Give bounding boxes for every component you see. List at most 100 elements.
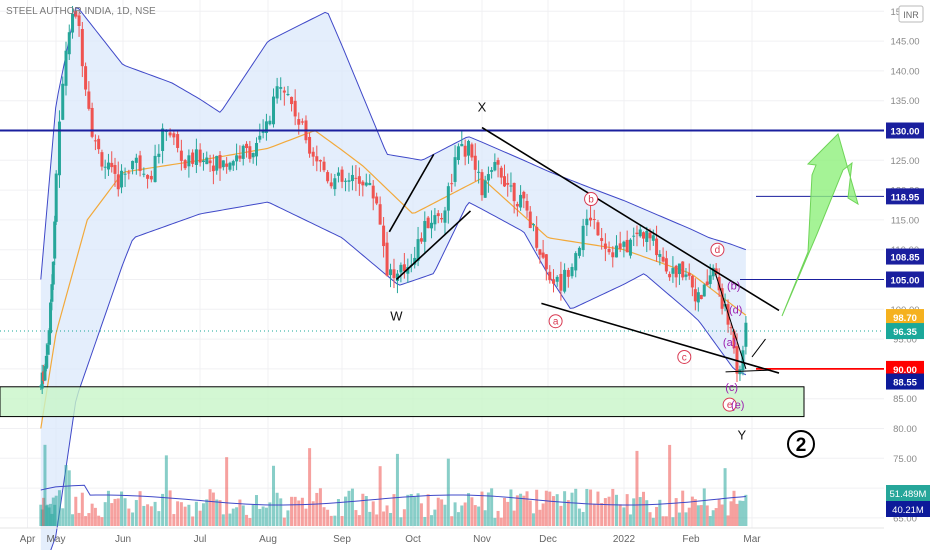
candle-body <box>205 157 209 165</box>
volume-bar <box>512 510 516 526</box>
candle-body <box>183 160 187 169</box>
x-tick-label: Apr <box>20 534 36 545</box>
currency-button[interactable] <box>898 5 924 23</box>
volume-bar <box>614 494 618 526</box>
volume-bar <box>423 516 427 526</box>
volume-bar <box>57 490 61 526</box>
wave-label-e: e <box>727 400 733 411</box>
volume-bar <box>460 505 464 526</box>
candle-body <box>436 213 440 217</box>
candle-body <box>198 149 202 163</box>
volume-bar <box>93 507 97 526</box>
y-tick-label: 115.00 <box>891 215 919 226</box>
price-tag-105.00: 105.00 <box>890 276 919 287</box>
volume-bar <box>304 508 308 526</box>
volume-bar <box>708 516 712 526</box>
volume-bar <box>215 499 219 526</box>
volume-bar <box>87 513 91 526</box>
volume-bar <box>168 490 172 526</box>
volume-bar <box>493 517 497 526</box>
support-zone <box>0 386 805 418</box>
candle-body <box>336 172 340 176</box>
candle-body <box>318 160 322 162</box>
volume-bar <box>127 508 131 526</box>
candle-body <box>413 257 417 265</box>
x-tick-label: Aug <box>259 534 277 545</box>
candle-body <box>744 322 748 347</box>
candle-body <box>551 279 555 284</box>
volume-bar <box>116 498 120 526</box>
volume-bar <box>142 505 146 526</box>
volume-tag: 40.21M <box>892 505 924 516</box>
candle-body <box>538 249 542 255</box>
volume-bar <box>248 517 252 526</box>
y-tick-label: 145.00 <box>890 37 919 48</box>
volume-bar <box>463 502 467 526</box>
volume-bar <box>483 510 487 526</box>
candle-body <box>450 183 454 185</box>
volume-bar <box>702 488 706 526</box>
volume-bar <box>340 516 344 526</box>
candle-body <box>279 87 283 89</box>
candle-body <box>106 162 110 170</box>
volume-bar <box>282 517 286 526</box>
candle-body <box>490 170 494 172</box>
candle-body <box>191 152 195 164</box>
candle-body <box>361 181 365 186</box>
volume-bar <box>187 504 191 526</box>
candle-body <box>113 165 117 174</box>
volume-bar <box>64 464 68 526</box>
volume-bar <box>161 493 165 526</box>
volume-bar <box>172 514 176 526</box>
volume-bar <box>677 512 681 526</box>
volume-bar <box>592 503 596 526</box>
candle-body <box>138 155 142 171</box>
volume-bar <box>622 507 626 526</box>
candle-body <box>735 346 739 374</box>
candle-body <box>344 180 348 182</box>
wave-label-circle <box>584 192 599 207</box>
candle-body <box>385 242 389 276</box>
candle-body <box>80 28 84 67</box>
volume-bar <box>329 515 333 526</box>
candle-body <box>645 230 649 242</box>
candle-body <box>443 210 447 223</box>
volume-bar <box>419 503 423 526</box>
candle-body <box>395 273 399 281</box>
candle-body <box>172 133 176 138</box>
candle-body <box>293 100 297 117</box>
volume-bar <box>336 499 340 526</box>
candle-body <box>674 265 678 278</box>
candle-body <box>440 217 444 220</box>
volume-bar <box>589 489 593 526</box>
candle-body <box>84 66 88 90</box>
candle-body <box>347 180 351 182</box>
candle-body <box>696 292 700 303</box>
price-tag-bg <box>886 122 924 139</box>
candle-body <box>326 172 330 182</box>
volume-bar <box>655 506 659 526</box>
candle-body <box>176 134 180 148</box>
volume-bar <box>272 465 276 526</box>
candle-body <box>340 169 344 182</box>
volume-bar <box>480 491 484 526</box>
candle-body <box>668 273 672 278</box>
volume-bar <box>164 455 168 526</box>
volume-bar <box>43 444 47 526</box>
volume-bar <box>221 514 225 526</box>
candle-body <box>589 217 593 221</box>
sub-wedge-lower <box>725 369 771 373</box>
volume-bar <box>744 494 748 526</box>
volume-bar <box>245 514 249 526</box>
x-tick-label: May <box>47 534 66 545</box>
volume-bar <box>261 506 265 526</box>
volume-bar <box>149 506 153 526</box>
volume-bar <box>470 497 474 526</box>
volume-bar <box>228 513 232 526</box>
volume-bar <box>84 516 88 526</box>
volume-bar <box>179 502 183 526</box>
volume-bar <box>326 509 330 526</box>
candle-body <box>375 196 379 204</box>
candle-body <box>142 173 146 175</box>
volume-bar <box>318 488 322 526</box>
